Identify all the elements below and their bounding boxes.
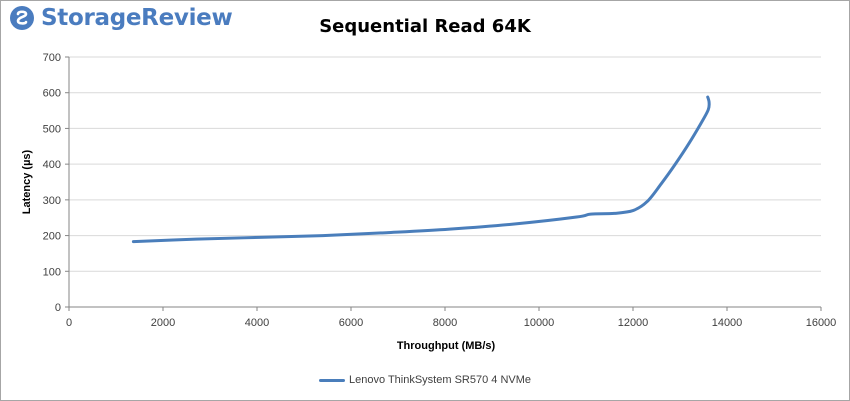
- series-lines: [131, 95, 711, 244]
- gridlines: [69, 56, 821, 272]
- series-line: [131, 95, 711, 244]
- x-tick-label: 4000: [245, 317, 269, 329]
- y-tick-label: 500: [43, 123, 61, 135]
- y-tick-label: 200: [43, 231, 61, 243]
- y-tick-label: 600: [43, 88, 61, 100]
- y-tick-label: 700: [43, 52, 61, 64]
- x-tick-label: 6000: [339, 317, 363, 329]
- x-tick-label: 10000: [524, 317, 555, 329]
- x-tick-label: 0: [66, 317, 72, 329]
- y-axis-title: Latency (µs): [21, 149, 33, 214]
- y-tick-label: 300: [43, 195, 61, 207]
- brand-name: StorageReview: [41, 5, 233, 31]
- y-tick-label: 100: [43, 266, 61, 278]
- storagereview-logo: StorageReview: [9, 5, 233, 31]
- x-tick-labels: 0 2000 4000 6000 8000 10000 12000 14000 16000: [66, 317, 836, 329]
- y-tick-label: 400: [43, 159, 61, 171]
- axes: [65, 56, 822, 311]
- x-tick-label: 14000: [712, 317, 743, 329]
- legend: Lenovo ThinkSystem SR570 4 NVMe: [1, 374, 849, 386]
- x-tick-label: 12000: [618, 317, 649, 329]
- y-tick-label: 0: [55, 302, 61, 314]
- x-tick-label: 16000: [806, 317, 837, 329]
- legend-swatch: [319, 378, 345, 382]
- chart-title: Sequential Read 64K: [319, 16, 531, 37]
- x-tick-label: 2000: [151, 317, 175, 329]
- x-tick-label: 8000: [433, 317, 457, 329]
- y-tick-labels: 0 100 200 300 400 500 600 700: [43, 52, 61, 314]
- legend-label: Lenovo ThinkSystem SR570 4 NVMe: [349, 374, 531, 386]
- x-axis-title: Throughput (MB/s): [397, 340, 496, 352]
- storagereview-logo-icon: [10, 6, 34, 30]
